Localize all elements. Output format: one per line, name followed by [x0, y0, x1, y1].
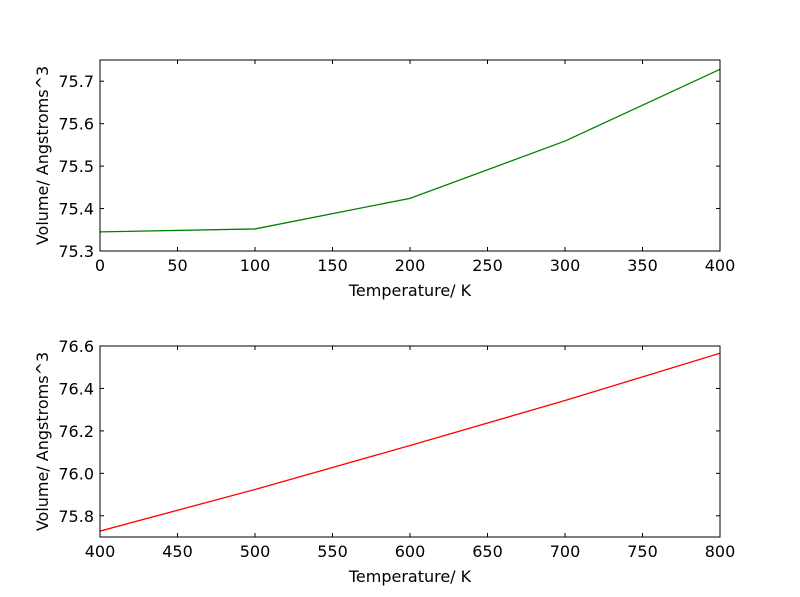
x-tick-label: 500	[240, 542, 271, 561]
y-tick-label: 76.0	[58, 464, 94, 483]
series-line-0-0	[100, 68, 720, 233]
x-tick-label: 400	[705, 256, 736, 275]
x-tick-label: 0	[95, 256, 105, 275]
x-tick-label: 350	[627, 256, 658, 275]
y-tick-label: 76.4	[58, 379, 94, 398]
y-tick-label: 75.8	[58, 507, 94, 526]
x-tick-label: 800	[705, 542, 736, 561]
axes-frame	[99, 345, 721, 538]
x-tick-label: 550	[317, 542, 348, 561]
x-axis-label: Temperature/ K	[348, 281, 472, 300]
y-tick-label: 75.5	[58, 157, 94, 176]
x-axis-label: Temperature/ K	[348, 567, 472, 586]
x-tick-label: 600	[395, 542, 426, 561]
x-tick-label: 100	[240, 256, 271, 275]
x-tick-label: 650	[472, 542, 503, 561]
y-tick-label: 75.3	[58, 242, 94, 261]
subplot-bottom: 400 450 500 550 600 650 700 750 800 75.8 76.0 76.2 7…	[33, 337, 735, 586]
subplot-top: 0 50 100 150 200 250 300 350 400 75.3 75.4 75.5 75.6…	[33, 59, 736, 300]
x-tick-label: 450	[162, 542, 193, 561]
y-tick-label: 76.2	[58, 422, 94, 441]
x-tick-label: 200	[395, 256, 426, 275]
x-tick-label: 150	[317, 256, 348, 275]
x-tick-label: 400	[85, 542, 116, 561]
y-tick-label: 76.6	[58, 337, 94, 356]
y-tick-label: 75.6	[58, 115, 94, 134]
y-tick-label: 75.4	[58, 200, 94, 219]
x-tick-label: 700	[550, 542, 581, 561]
x-tick-label: 250	[472, 256, 503, 275]
y-axis-label: Volume/ Angstroms^3	[33, 66, 52, 245]
series-line-1-0	[100, 352, 720, 532]
x-tick-label: 50	[167, 256, 187, 275]
y-tick-label: 75.7	[58, 72, 94, 91]
y-axis-label: Volume/ Angstroms^3	[33, 352, 52, 531]
axes-frame	[99, 59, 721, 252]
x-tick-label: 750	[627, 542, 658, 561]
x-tick-label: 300	[550, 256, 581, 275]
